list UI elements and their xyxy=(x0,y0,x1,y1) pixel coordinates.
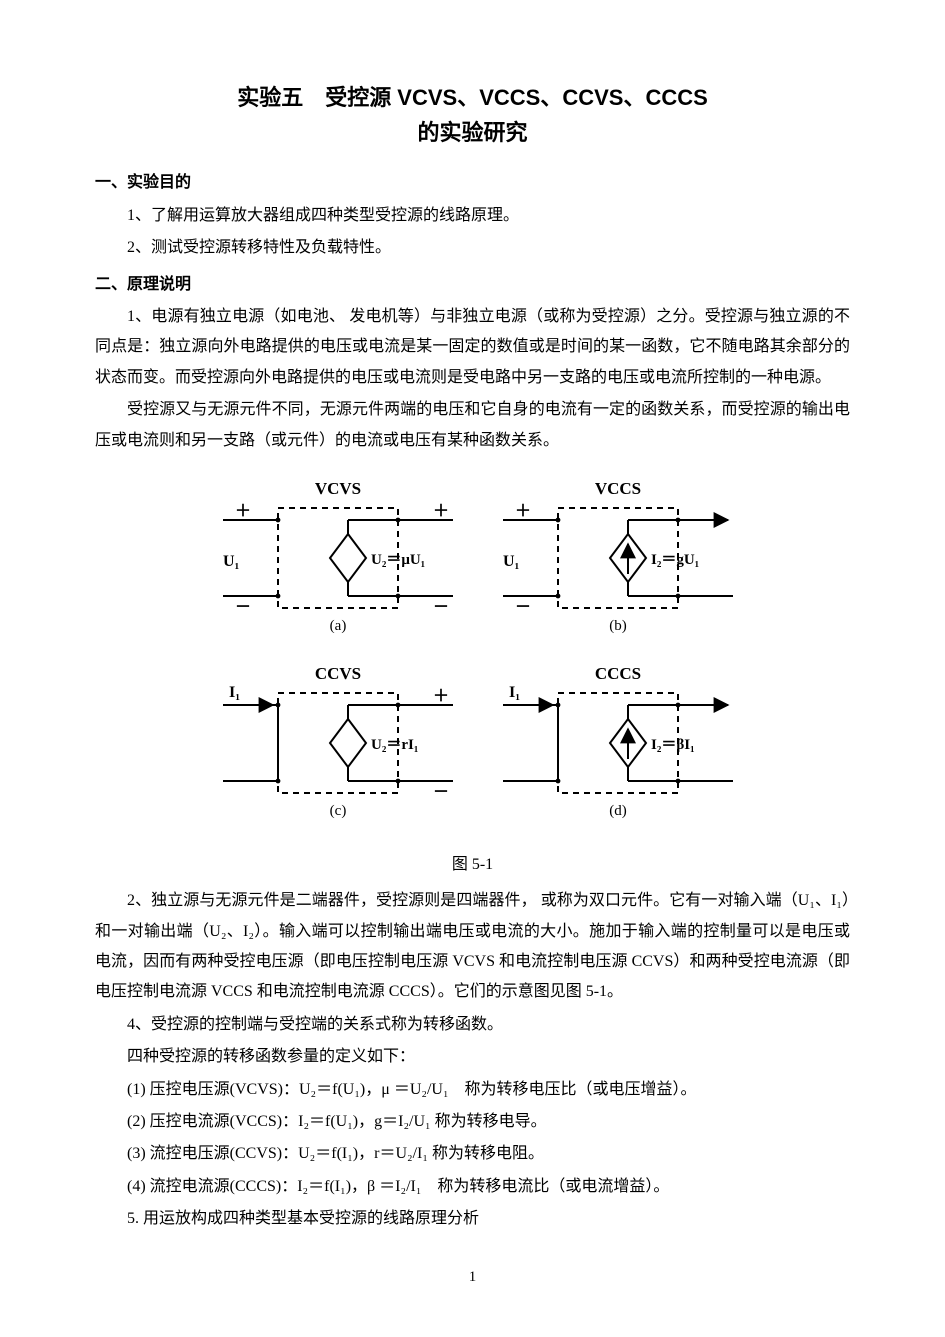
sec2-para-3: 2、独立源与无源元件是二端器件，受控源则是四端器件， 或称为双口元件。它有一对输… xyxy=(95,886,850,1008)
minus-sign: － xyxy=(235,599,251,616)
cccs-output: I₂＝βI₁ xyxy=(651,737,695,753)
diagram-vcvs: VCVS ＋ － U₁ ＋ － U₂＝μU₁ (a) xyxy=(223,479,453,634)
diagram-ccvs: CCVS I₁ ＋ － U₂＝rI₁ (c) xyxy=(223,664,453,819)
sec2-para-2: 受控源又与无源元件不同，无源元件两端的电压和它自身的电流有一定的函数关系，而受控… xyxy=(95,395,850,456)
vcvs-caption: (a) xyxy=(329,618,346,634)
vccs-caption: (b) xyxy=(609,618,627,634)
svg-text:＋: ＋ xyxy=(433,688,449,705)
section-1-heading: 一、实验目的 xyxy=(95,168,850,198)
section-2-heading: 二、原理说明 xyxy=(95,270,850,300)
vcvs-output: U₂＝μU₁ xyxy=(371,552,425,568)
sec2-para-5: 四种受控源的转移函数参量的定义如下： xyxy=(95,1042,850,1072)
sec1-para-1: 1、了解用运算放大器组成四种类型受控源的线路原理。 xyxy=(95,201,850,231)
plus-sign: ＋ xyxy=(235,503,251,520)
figure-5-1: VCVS ＋ － U₁ ＋ － U₂＝μU₁ (a) VCCS ＋ － U₁ xyxy=(193,470,753,840)
sec2-para-6: 5. 用运放构成四种类型基本受控源的线路原理分析 xyxy=(95,1204,850,1234)
figure-caption: 图 5-1 xyxy=(95,850,850,880)
svg-text:＋: ＋ xyxy=(515,503,531,520)
sec1-para-2: 2、测试受控源转移特性及负载特性。 xyxy=(95,233,850,263)
ccvs-caption: (c) xyxy=(329,803,346,819)
vccs-output: I₂＝gU₁ xyxy=(651,552,699,568)
definition-2: (2) 压控电流源(VCCS)：I₂＝f(U₁)，g＝I₂/U₁ 称为转移电导。 xyxy=(95,1107,850,1137)
definition-3: (3) 流控电压源(CCVS)：U₂＝f(I₁)，r＝U₂/I₁ 称为转移电阻。 xyxy=(95,1139,850,1169)
cccs-title: CCCS xyxy=(594,664,640,683)
ccvs-input: I₁ xyxy=(229,684,240,701)
sec2-para-4: 4、受控源的控制端与受控端的关系式称为转移函数。 xyxy=(95,1010,850,1040)
ccvs-output: U₂＝rI₁ xyxy=(371,737,418,753)
document-title: 实验五 受控源 VCVS、VCCS、CCVS、CCCS 的实验研究 xyxy=(95,80,850,150)
vcvs-title: VCVS xyxy=(314,479,360,498)
title-line-2: 的实验研究 xyxy=(417,120,527,145)
svg-text:－: － xyxy=(515,599,531,616)
definition-4: (4) 流控电流源(CCCS)：I₂＝f(I₁)，β ＝I₂/I₁ 称为转移电流… xyxy=(95,1172,850,1202)
sec2-para-1: 1、电源有独立电源（如电池、 发电机等）与非独立电源（或称为受控源）之分。受控源… xyxy=(95,302,850,393)
vcvs-input: U₁ xyxy=(223,553,240,570)
cccs-caption: (d) xyxy=(609,803,627,819)
diagram-cccs: CCCS I₁ I₂＝βI₁ (d) xyxy=(503,664,733,819)
definition-1: (1) 压控电压源(VCVS)：U₂＝f(U₁)，μ ＝U₂/U₁ 称为转移电压… xyxy=(95,1075,850,1105)
title-line-1: 实验五 受控源 VCVS、VCCS、CCVS、CCCS xyxy=(237,85,708,110)
svg-text:－: － xyxy=(433,599,449,616)
vccs-title: VCCS xyxy=(594,479,640,498)
diagram-vccs: VCCS ＋ － U₁ I₂＝gU₁ (b) xyxy=(503,479,733,634)
svg-text:＋: ＋ xyxy=(433,503,449,520)
ccvs-title: CCVS xyxy=(314,664,360,683)
svg-text:－: － xyxy=(433,784,449,801)
page-number: 1 xyxy=(95,1263,850,1292)
vccs-input: U₁ xyxy=(503,553,520,570)
cccs-input: I₁ xyxy=(509,684,520,701)
